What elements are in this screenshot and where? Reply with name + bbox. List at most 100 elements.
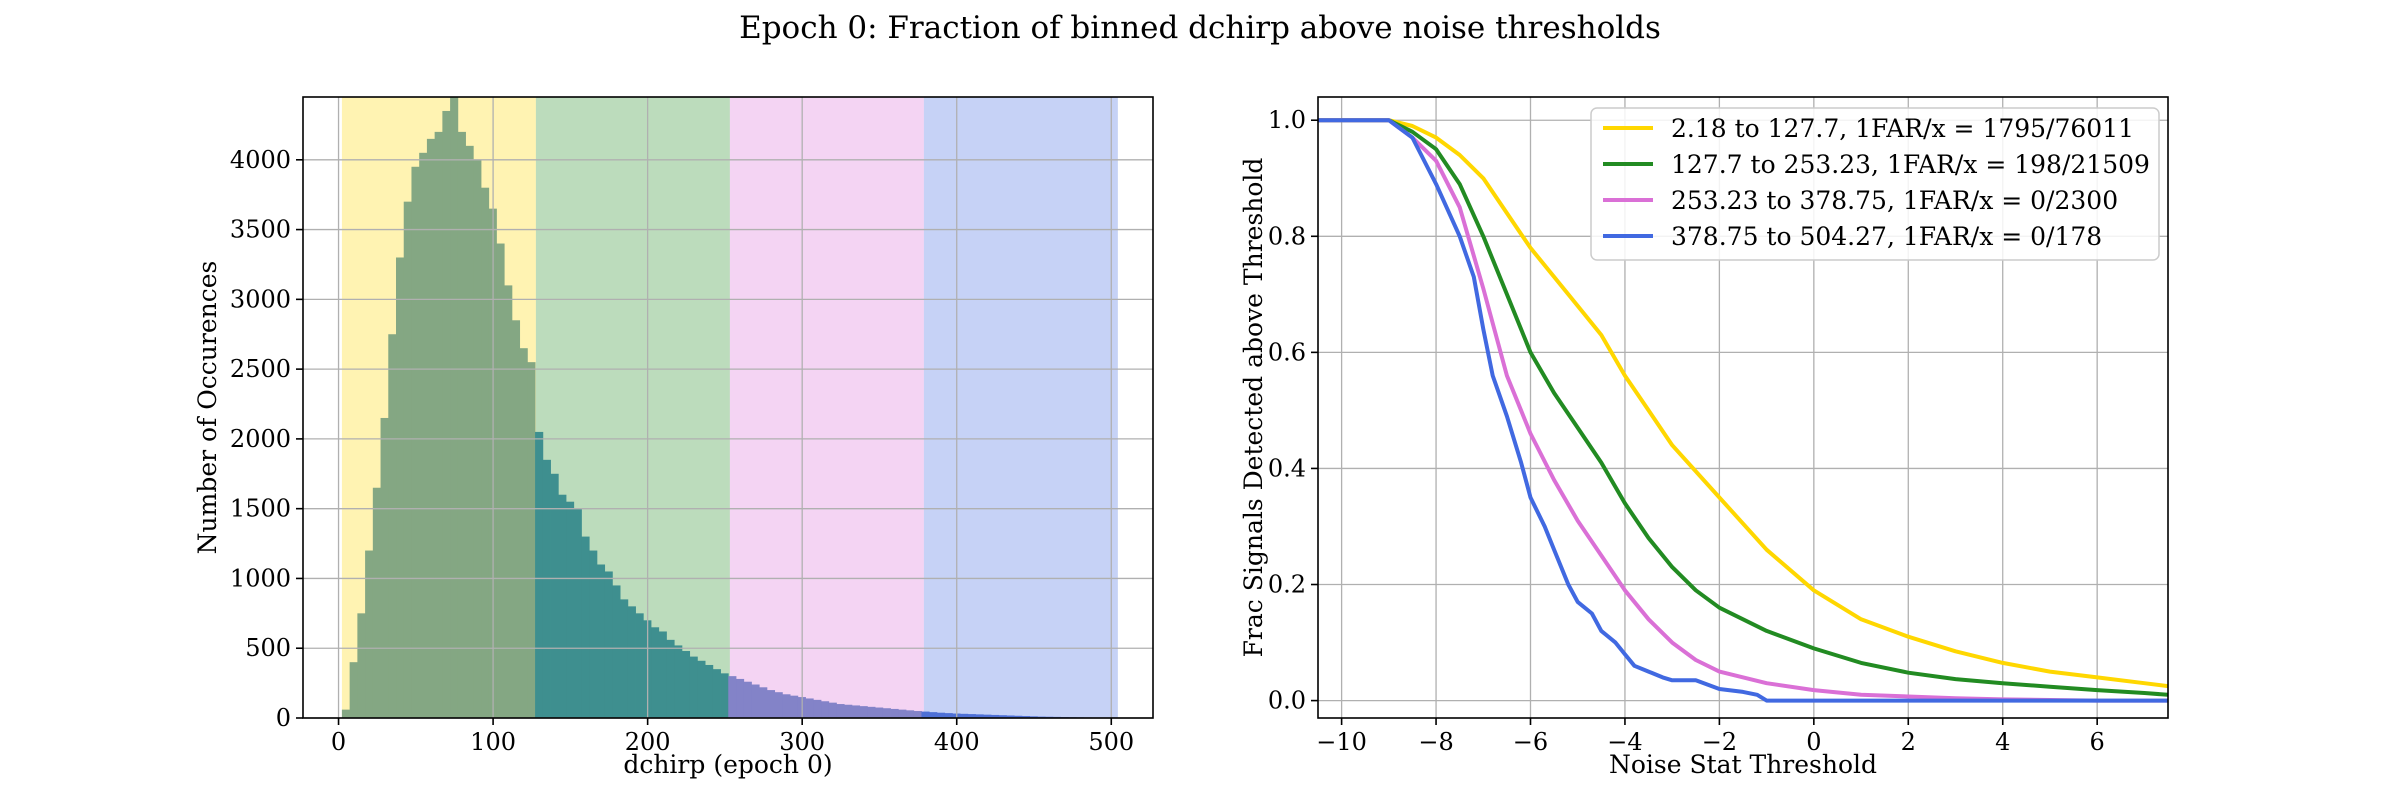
histogram-bar xyxy=(929,712,938,718)
histogram-bar xyxy=(465,145,474,718)
y-tick-label: 0.2 xyxy=(1268,571,1306,599)
legend-entry: 127.7 to 253.23, 1FAR/x = 198/21509 xyxy=(1671,150,2150,179)
y-tick-label: 1.0 xyxy=(1268,106,1306,134)
y-tick-label: 1000 xyxy=(230,564,291,592)
y-tick-label: 0.6 xyxy=(1268,338,1306,366)
axes-frame xyxy=(302,96,1154,719)
histogram-bar xyxy=(542,459,551,718)
y-tick-label: 1500 xyxy=(230,495,291,523)
x-tick-label: −4 xyxy=(1607,728,1642,756)
histogram-bar xyxy=(890,708,899,718)
histogram-bar xyxy=(527,362,536,718)
histogram-bar xyxy=(581,536,590,718)
histogram-bar xyxy=(1021,716,1031,718)
histogram-bar xyxy=(372,487,381,718)
bin-region-3 xyxy=(923,97,1118,718)
histogram-bar xyxy=(913,711,922,718)
histogram-bar xyxy=(859,706,868,718)
histogram-bar xyxy=(720,673,729,718)
histogram-bar xyxy=(1006,715,1015,718)
y-tick-label: 4000 xyxy=(230,146,291,174)
histogram-bar xyxy=(550,473,559,718)
histogram-bar xyxy=(566,501,575,718)
histogram-bar xyxy=(697,660,706,718)
histogram-bar xyxy=(813,699,822,718)
histogram-bar xyxy=(604,571,613,718)
histogram-bar xyxy=(875,707,884,718)
histogram-bar xyxy=(573,508,582,718)
y-tick-label: 3500 xyxy=(230,216,291,244)
histogram-bar xyxy=(921,711,930,718)
histogram-bar xyxy=(589,550,598,718)
histogram-bar xyxy=(666,639,675,718)
histogram-bar xyxy=(457,131,466,718)
histogram-bar xyxy=(635,613,644,718)
histogram-bar xyxy=(612,585,621,718)
histogram-bar xyxy=(766,690,776,718)
histogram-bar xyxy=(426,138,436,718)
x-tick-label: −2 xyxy=(1702,728,1737,756)
histogram-bar xyxy=(558,494,567,718)
x-tick-label: −8 xyxy=(1418,728,1453,756)
histogram-panel: 0 100 200 300 400 500 0 500 1000 1500 2000 2500 3000… xyxy=(193,96,1154,779)
histogram-bar xyxy=(658,631,667,718)
series-line-3 xyxy=(1318,118,2168,703)
histogram-bar xyxy=(519,348,528,718)
histogram-bar xyxy=(403,201,412,719)
y-tick-label: 0 xyxy=(276,704,291,732)
histogram-bar xyxy=(535,431,544,718)
histogram-bar xyxy=(411,166,420,719)
histogram-bar xyxy=(349,662,358,718)
histogram-bar xyxy=(759,687,768,718)
x-axis-label: Noise Stat Threshold xyxy=(1609,750,1877,779)
legend: 2.18 to 127.7, 1FAR/x = 1795/76011 127.7 … xyxy=(1590,107,2160,261)
y-tick-label: 500 xyxy=(245,634,291,662)
histogram-bar xyxy=(620,599,629,718)
histogram-bar xyxy=(689,656,698,718)
histogram-bar xyxy=(828,702,837,718)
histogram-bar xyxy=(365,550,374,718)
line-chart-panel: −10 −8 −6 −4 −2 0 2 4 6 0.0 0.2 0.4 0.6 0.8 1.0 Noise S… xyxy=(1239,96,2169,779)
histogram-bar xyxy=(821,701,830,718)
y-tick-label: 3000 xyxy=(230,285,291,313)
x-tick-label: 2 xyxy=(1901,728,1916,756)
x-tick-label: −10 xyxy=(1316,728,1367,756)
legend-entry: 2.18 to 127.7, 1FAR/x = 1795/76011 xyxy=(1671,114,2134,143)
legend-entry: 378.75 to 504.27, 1FAR/x = 0/178 xyxy=(1671,222,2102,251)
histogram-bar xyxy=(434,131,443,718)
histogram-bar xyxy=(388,334,397,718)
legend-entry: 253.23 to 378.75, 1FAR/x = 0/2300 xyxy=(1671,186,2118,215)
legend-box xyxy=(1590,107,2160,261)
histogram-bar xyxy=(651,627,660,718)
y-tick-label: 0.4 xyxy=(1268,454,1306,482)
histogram-bar xyxy=(844,704,853,718)
histogram-bar xyxy=(836,704,845,718)
x-tick-label: 0 xyxy=(1806,728,1821,756)
x-tick-label: −6 xyxy=(1513,728,1548,756)
x-axis-label: dchirp (epoch 0) xyxy=(623,750,832,779)
histogram-bar xyxy=(627,606,636,718)
x-tick-label: 0 xyxy=(331,728,346,756)
histogram-bar xyxy=(898,709,907,718)
x-tick-label: 100 xyxy=(470,728,516,756)
histogram-bar xyxy=(504,285,513,718)
histogram-bar xyxy=(867,706,876,718)
histogram-bar xyxy=(396,257,405,718)
axes-frame xyxy=(1317,96,2169,719)
histogram-bar xyxy=(774,692,783,718)
x-tick-label: 6 xyxy=(2090,728,2105,756)
histogram-bar xyxy=(728,676,737,718)
y-tick-label: 2000 xyxy=(230,425,291,453)
x-tick-label: 4 xyxy=(1995,728,2010,756)
histogram-bar xyxy=(944,713,953,718)
histogram-bar xyxy=(1014,715,1023,718)
histogram-bar xyxy=(736,678,745,718)
figure-title: Epoch 0: Fraction of binned dchirp above… xyxy=(739,10,1661,46)
histogram-bar xyxy=(712,669,721,718)
y-axis-label: Frac Signals Detected above Threshold xyxy=(1239,158,1268,658)
x-tick-label: 200 xyxy=(625,728,671,756)
histogram-bar xyxy=(967,714,976,718)
histogram-bar xyxy=(998,715,1007,718)
histogram-bar xyxy=(983,714,992,718)
